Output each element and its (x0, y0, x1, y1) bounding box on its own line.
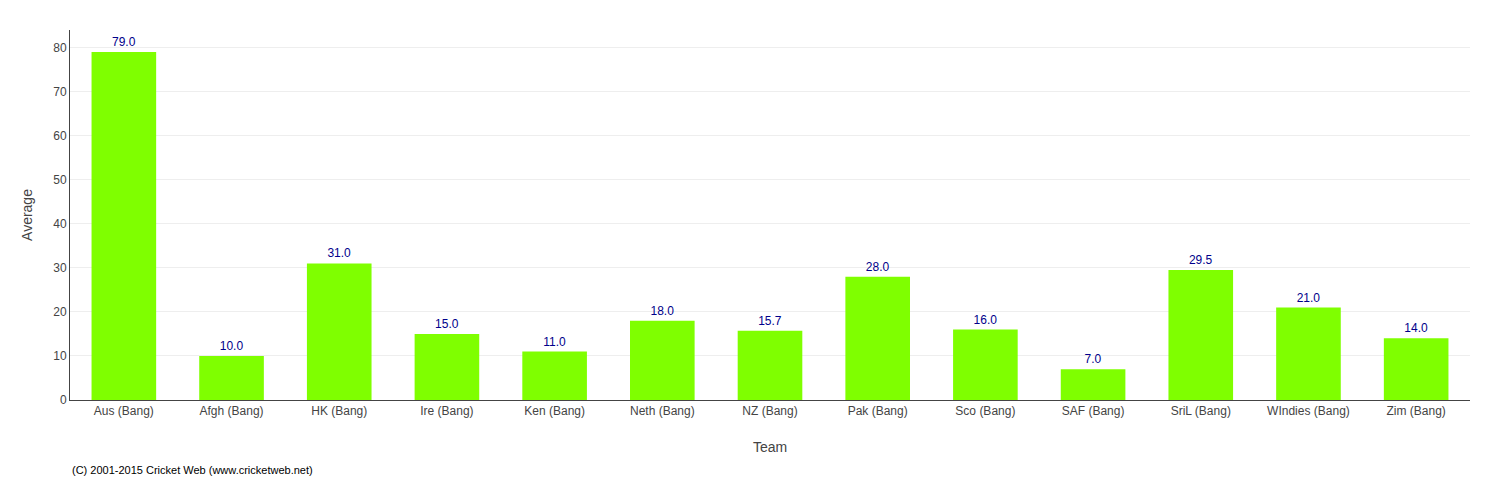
svg-text:11.0: 11.0 (543, 335, 566, 349)
svg-text:NZ (Bang): NZ (Bang) (742, 404, 797, 418)
svg-text:20: 20 (53, 305, 67, 319)
svg-text:Team: Team (753, 439, 787, 455)
svg-text:15.7: 15.7 (758, 314, 782, 328)
svg-text:31.0: 31.0 (327, 246, 351, 260)
svg-text:30: 30 (53, 261, 67, 275)
svg-text:WIndies (Bang): WIndies (Bang) (1267, 404, 1350, 418)
svg-text:10: 10 (53, 349, 67, 363)
svg-text:Sco (Bang): Sco (Bang) (955, 404, 1015, 418)
svg-text:16.0: 16.0 (974, 313, 998, 327)
svg-text:18.0: 18.0 (650, 304, 674, 318)
svg-text:15.0: 15.0 (435, 317, 459, 331)
svg-text:21.0: 21.0 (1297, 291, 1321, 305)
svg-text:HK (Bang): HK (Bang) (311, 404, 367, 418)
svg-text:Ken (Bang): Ken (Bang) (524, 404, 585, 418)
svg-text:SAF (Bang): SAF (Bang) (1062, 404, 1125, 418)
svg-text:0: 0 (60, 393, 67, 407)
svg-text:29.5: 29.5 (1189, 253, 1213, 267)
svg-text:Zim (Bang): Zim (Bang) (1386, 404, 1445, 418)
svg-text:SriL (Bang): SriL (Bang) (1171, 404, 1231, 418)
svg-text:14.0: 14.0 (1404, 321, 1428, 335)
svg-text:Neth (Bang): Neth (Bang) (630, 404, 695, 418)
svg-text:60: 60 (53, 129, 67, 143)
svg-text:50: 50 (53, 173, 67, 187)
svg-text:Average: Average (19, 189, 35, 241)
svg-text:70: 70 (53, 85, 67, 99)
svg-text:40: 40 (53, 217, 67, 231)
svg-text:10.0: 10.0 (220, 339, 244, 353)
svg-text:Ire (Bang): Ire (Bang) (420, 404, 473, 418)
svg-text:28.0: 28.0 (866, 260, 890, 274)
svg-text:80: 80 (53, 41, 67, 55)
svg-text:79.0: 79.0 (112, 35, 136, 49)
svg-text:Pak (Bang): Pak (Bang) (848, 404, 908, 418)
svg-text:Afgh (Bang): Afgh (Bang) (200, 404, 264, 418)
svg-text:(C) 2001-2015 Cricket Web (www: (C) 2001-2015 Cricket Web (www.cricketwe… (72, 464, 313, 476)
svg-text:Aus (Bang): Aus (Bang) (94, 404, 154, 418)
svg-text:7.0: 7.0 (1085, 352, 1102, 366)
